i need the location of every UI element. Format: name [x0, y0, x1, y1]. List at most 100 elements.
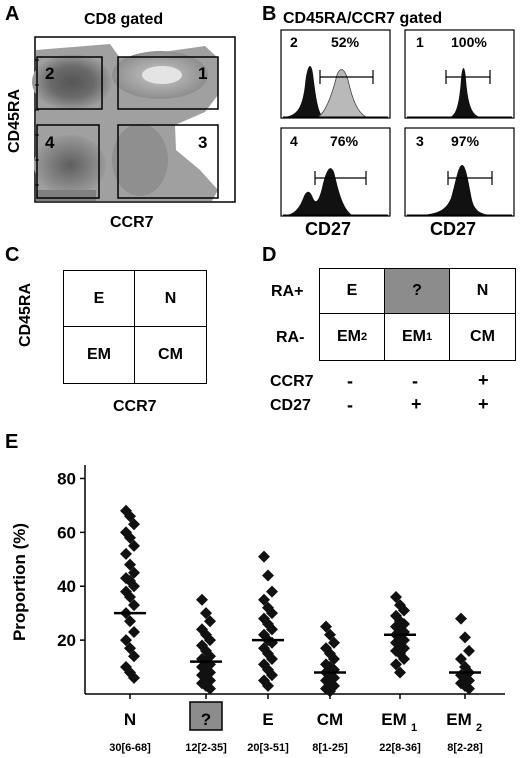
data-point [128, 566, 140, 579]
data-point [324, 628, 336, 641]
data-point [128, 626, 140, 639]
data-point [128, 671, 140, 684]
histogram-peak-pos [316, 69, 368, 118]
data-point [204, 682, 216, 695]
data-point [128, 580, 140, 593]
category-summary: 30[6-68] [109, 742, 151, 754]
data-point [258, 593, 270, 606]
data-point [324, 685, 336, 698]
panel-a-title: CD8 gated [84, 11, 164, 28]
cell-effector: E [64, 271, 135, 327]
cell-em1-main: EM [401, 328, 426, 345]
marker-cd27-e: - [347, 395, 353, 415]
category-label: CM [317, 710, 343, 729]
data-point [196, 593, 208, 606]
cell-effector: E [320, 269, 385, 314]
cell-unknown: ? [385, 269, 450, 314]
panel-b-xlabel-right: CD27 [430, 219, 477, 239]
hist-gate-4: 4 [290, 133, 298, 149]
data-point [266, 623, 278, 636]
gate-label-4: 4 [45, 133, 55, 152]
data-point [128, 539, 140, 552]
marker-ccr7-label: CCR7 [270, 373, 314, 390]
data-point [398, 652, 410, 665]
data-point [463, 644, 475, 657]
gate-label-2: 2 [45, 64, 55, 83]
panel-b-xlabel-left: CD27 [305, 219, 352, 239]
panel-d-label: D [262, 244, 277, 266]
data-point [128, 518, 140, 531]
data-point [124, 531, 136, 544]
data-point [328, 652, 340, 665]
category-summary: 8[2-28] [447, 742, 483, 754]
panel-d-grid: E ? N EM 2 EM 1 CM [319, 268, 516, 361]
data-point [204, 634, 216, 647]
hist-gate-2: 2 [290, 34, 298, 50]
panel-b-title: CD45RA/CCR7 gated [283, 10, 443, 27]
category-label: N [124, 710, 136, 729]
hist-percent-1: 100% [451, 34, 487, 50]
category-subscript: 2 [476, 722, 482, 734]
data-point [124, 591, 136, 604]
category-summary: 12[2-35] [185, 742, 227, 754]
data-point [262, 679, 274, 692]
panel-c-xlabel: CCR7 [113, 398, 157, 415]
data-point [463, 682, 475, 695]
y-tick-label: 80 [57, 469, 76, 488]
panel-e-label: E [5, 431, 19, 453]
marker-ccr7-unknown: - [412, 371, 418, 391]
data-point [128, 650, 140, 663]
panel-b-histograms [280, 29, 515, 217]
y-tick-label: 40 [57, 577, 76, 596]
data-point [200, 607, 212, 620]
gate-label-1: 1 [198, 64, 208, 83]
panel-c-label: C [5, 244, 20, 266]
data-point [262, 569, 274, 582]
data-point [258, 550, 270, 563]
panel-b-label: B [262, 3, 277, 25]
data-point [204, 615, 216, 628]
row-label-ra-pos: RA+ [271, 283, 304, 300]
data-point [266, 607, 278, 620]
data-point [266, 652, 278, 665]
category-label: ? [201, 710, 211, 729]
panel-a-label: A [5, 3, 20, 25]
data-point [128, 599, 140, 612]
data-point [120, 547, 132, 560]
row-label-ra-neg: RA- [276, 329, 305, 346]
category-summary: 22[8-36] [379, 742, 421, 754]
data-point [266, 585, 278, 598]
cell-effector-memory: EM [64, 327, 135, 383]
hist-percent-4: 76% [330, 133, 359, 149]
histogram-peak-neg [283, 66, 323, 117]
data-point [120, 634, 132, 647]
data-point [455, 652, 467, 665]
unknown-category-box [189, 701, 223, 731]
cell-naive: N [135, 271, 206, 327]
data-point [390, 591, 402, 604]
marker-cd27-unknown: + [411, 394, 422, 414]
cell-central-memory: CM [158, 346, 183, 363]
category-label: E [262, 710, 273, 729]
category-subscript: 1 [411, 722, 417, 734]
hist-gate-1: 1 [416, 34, 424, 50]
cell-em2: EM 2 [320, 314, 385, 360]
marker-ccr7-n: + [478, 370, 489, 390]
marker-ccr7-e: - [347, 371, 353, 391]
y-tick-label: 20 [57, 631, 76, 650]
data-point [124, 510, 136, 523]
data-point [328, 636, 340, 649]
cell-em1-sub: 1 [425, 331, 433, 343]
hist-percent-2: 52% [331, 34, 360, 50]
data-point [124, 615, 136, 628]
data-point [459, 631, 471, 644]
marker-cd27-n: + [478, 394, 489, 414]
category-summary: 8[1-25] [312, 742, 348, 754]
data-point [266, 669, 278, 682]
data-point [124, 642, 136, 655]
category-label: EM [446, 710, 472, 729]
data-point [390, 658, 402, 671]
cell-em2-main: EM [336, 328, 361, 345]
data-point [394, 666, 406, 679]
